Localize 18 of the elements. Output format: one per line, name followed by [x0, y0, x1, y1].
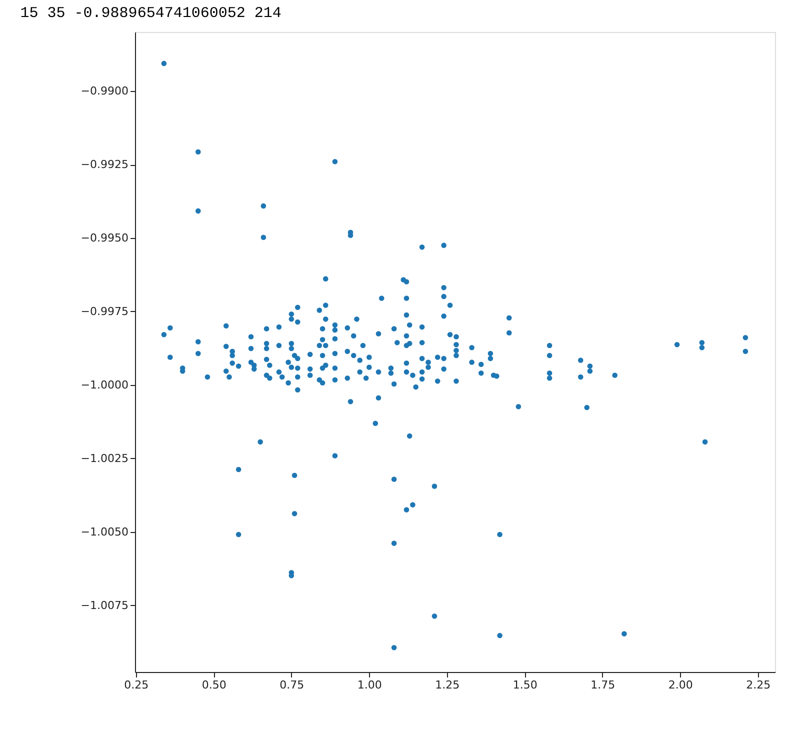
x-tick-label: 0.50 [202, 678, 226, 692]
y-tick-label: −1.0025 [80, 452, 128, 465]
x-tick-label: 2.00 [668, 678, 693, 692]
y-tick-label: −0.9925 [80, 158, 128, 172]
y-tick-label: −1.0000 [80, 378, 128, 392]
x-tick-label: 2.25 [746, 678, 771, 692]
x-tick-label: 1.75 [590, 678, 616, 692]
x-tick-label: 1.00 [357, 678, 382, 692]
x-tick-label: 1.50 [512, 678, 538, 692]
y-tick-label: −0.9950 [80, 231, 128, 244]
y-tick-label: −0.9975 [80, 304, 128, 318]
y-tick-label: −0.9900 [80, 84, 128, 98]
x-tick-label: 1.25 [435, 678, 460, 692]
y-tick-label: −1.0050 [80, 525, 128, 538]
x-tick-label: 0.25 [124, 678, 149, 692]
y-tick-label: −1.0075 [80, 598, 128, 612]
chart-title: 15 35 -0.9889654741060052 214 [20, 5, 282, 22]
x-tick-label: 0.75 [280, 678, 304, 692]
